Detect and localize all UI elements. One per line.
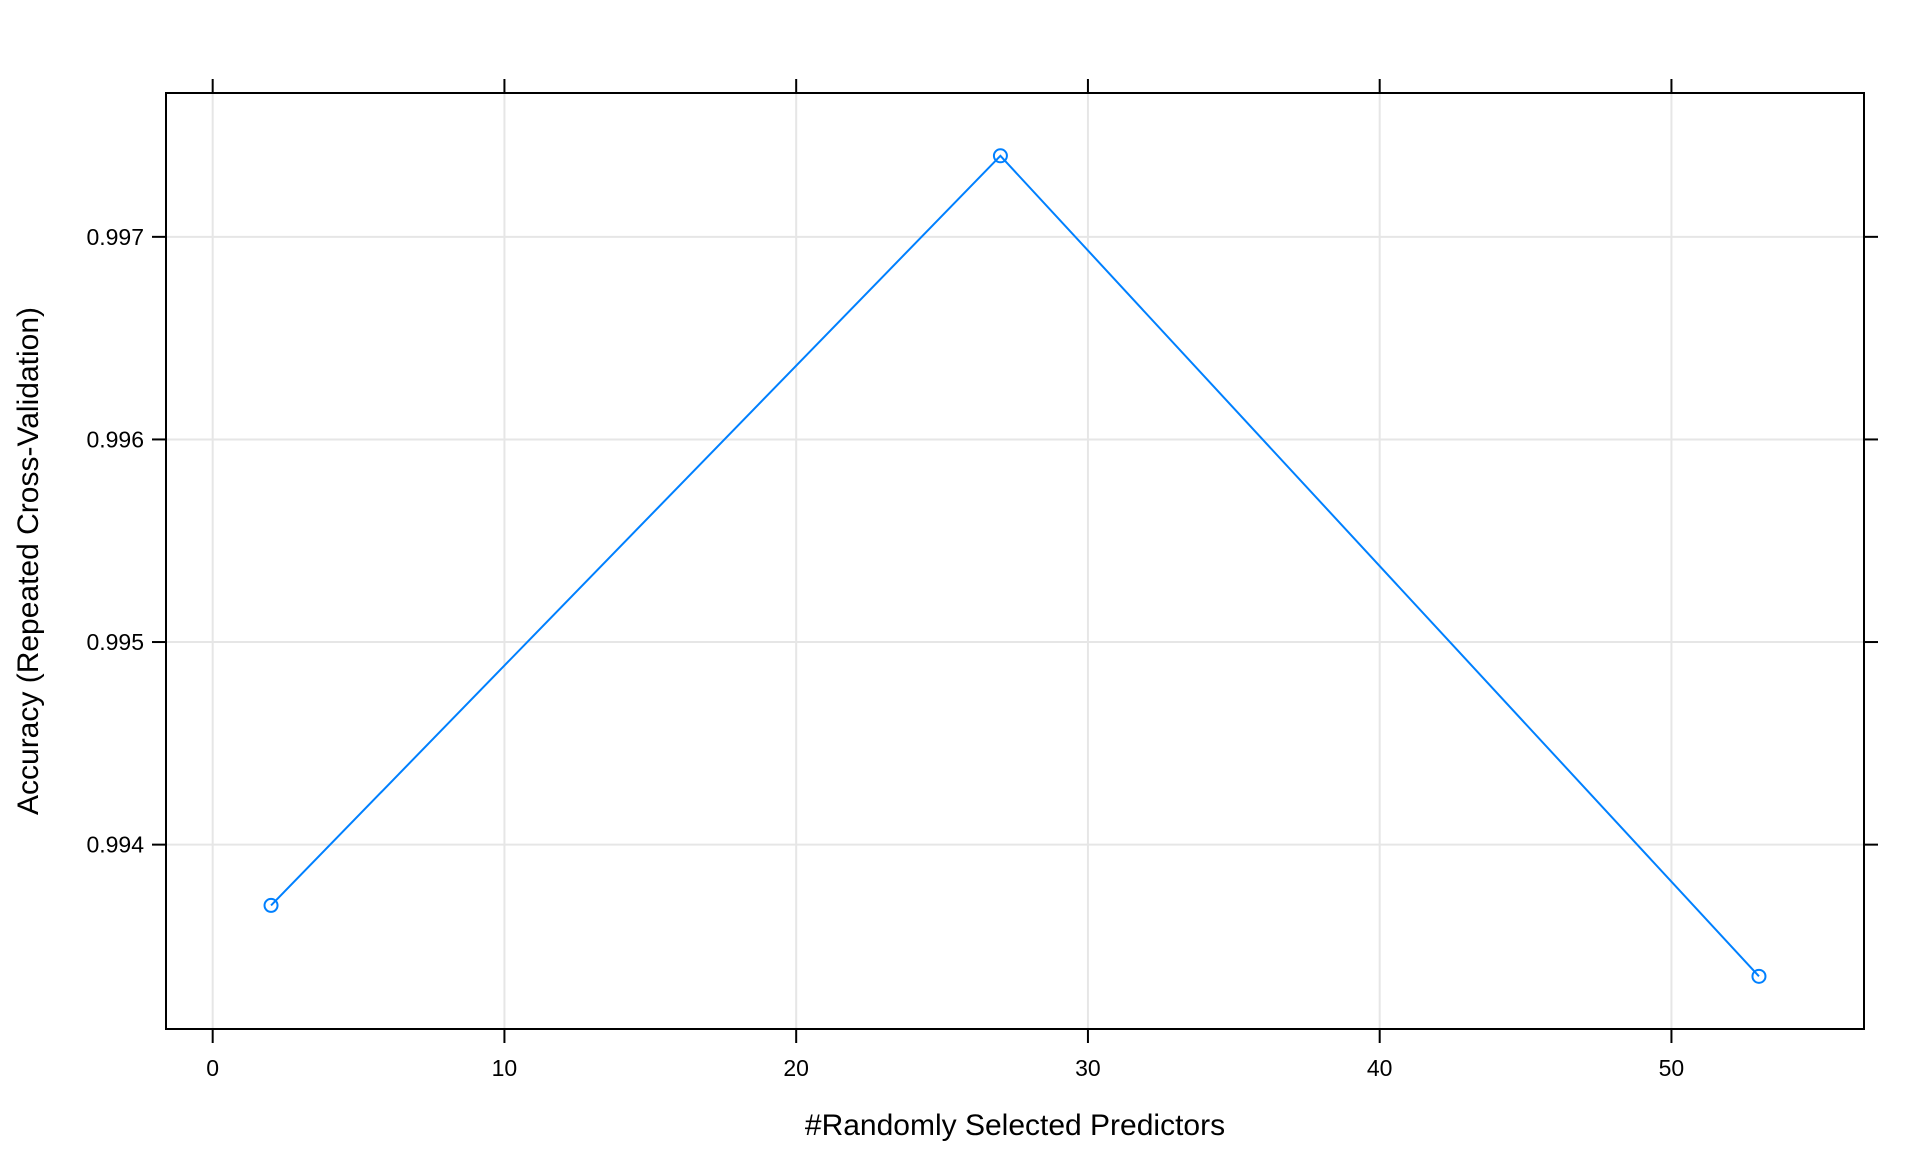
data-point-marker [992,148,1008,164]
axis-ticks [152,79,1878,1043]
y-tick-labels: 0.994 0.995 0.996 0.997 [86,224,144,858]
x-tick-label: 20 [783,1055,809,1081]
plot-frame [165,92,1865,1030]
data-point-marker [263,897,279,913]
x-tick-label: 0 [206,1055,219,1081]
x-tick-labels: 0 10 20 30 40 50 [206,1055,1684,1081]
y-axis-title: Accuracy (Repeated Cross-Validation) [12,307,45,815]
series-layer [263,148,1767,984]
y-tick-label: 0.995 [86,629,144,655]
grid-lines [166,93,1864,1029]
y-tick-label: 0.994 [86,832,144,858]
x-axis-title: #Randomly Selected Predictors [805,1109,1225,1142]
x-tick-label: 50 [1659,1055,1685,1081]
y-tick-label: 0.997 [86,224,144,250]
x-tick-label: 10 [492,1055,518,1081]
x-tick-label: 30 [1075,1055,1101,1081]
series-line [270,154,1760,978]
y-tick-label: 0.996 [86,426,144,452]
x-tick-label: 40 [1367,1055,1393,1081]
data-point-marker [1751,968,1767,984]
